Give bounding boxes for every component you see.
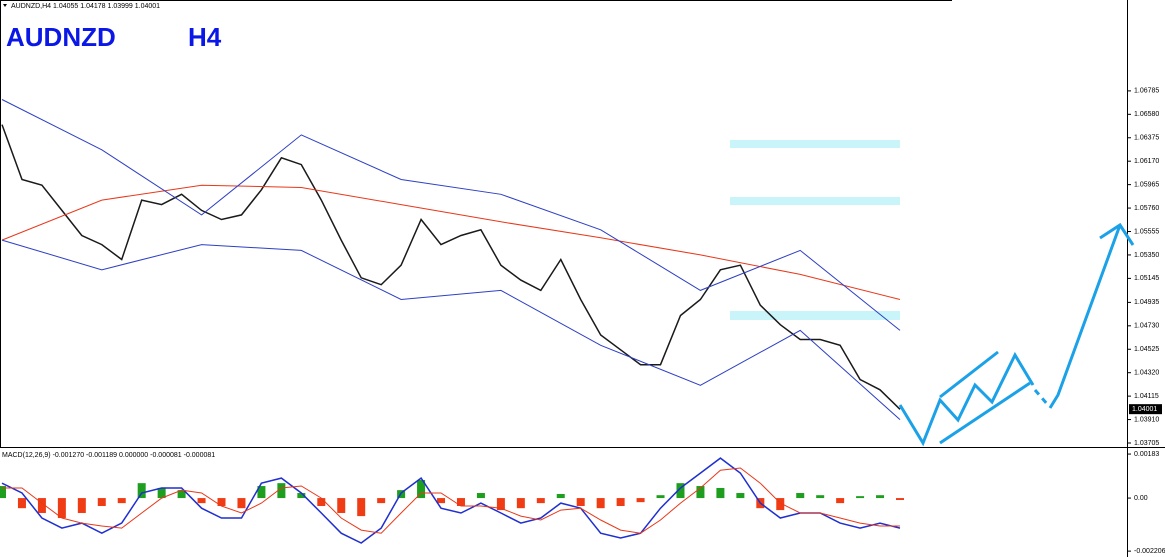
y-tick-label: 0.00183 <box>1134 451 1159 458</box>
y-tick-label: 1.06580 <box>1134 111 1159 118</box>
histogram-bar <box>616 498 625 507</box>
histogram-bar <box>696 486 705 499</box>
y-tick-label: 1.04525 <box>1134 346 1159 353</box>
symbol: AUDNZD <box>6 22 116 52</box>
histogram-bar <box>836 498 845 504</box>
histogram-bar <box>596 498 605 509</box>
series-line <box>1 99 901 331</box>
header: AUDNZD,H4 1.04055 1.04178 1.03999 1.0400… <box>11 3 160 10</box>
histogram-bar <box>97 498 106 507</box>
histogram-bar <box>536 498 545 504</box>
histogram-bar <box>776 498 785 511</box>
y-tick-label: 1.04935 <box>1134 299 1159 306</box>
histogram-bar <box>117 498 126 504</box>
y-tick-label: 1.05760 <box>1134 205 1159 212</box>
histogram-bar <box>237 498 246 509</box>
histogram-bar <box>377 498 386 504</box>
channel-bottom <box>939 381 1031 445</box>
y-tick-label: 1.04115 <box>1134 393 1159 400</box>
histogram-bar <box>137 483 146 499</box>
menu-arrow[interactable] <box>3 4 7 7</box>
y-tick-label: 1.06785 <box>1134 88 1159 95</box>
y-tick-label: 0.00 <box>1134 495 1148 502</box>
series-line <box>1 239 901 420</box>
price-tag <box>1129 404 1162 415</box>
projection-path <box>898 351 1035 447</box>
histogram-bar <box>297 493 306 499</box>
series-line <box>1 124 901 410</box>
histogram-bar <box>876 495 885 499</box>
y-tick-label: 1.05350 <box>1134 252 1159 259</box>
histogram-bar <box>496 498 505 511</box>
histogram-bar <box>676 483 685 499</box>
histogram-bar <box>0 486 6 499</box>
y-tick-label: 1.05145 <box>1134 275 1159 282</box>
histogram-bar <box>556 493 565 499</box>
histogram-bar <box>896 498 904 500</box>
y-tick-label: 1.06375 <box>1134 135 1159 142</box>
y-tick-label: 1.06170 <box>1134 158 1159 165</box>
y-tick-label: 1.03705 <box>1134 440 1159 447</box>
y-tick-label: -0.002206 <box>1134 548 1165 555</box>
histogram-bar <box>856 496 865 499</box>
histogram-bar <box>656 495 665 499</box>
y-tick-label: 1.04320 <box>1134 370 1159 377</box>
histogram-bar <box>816 495 825 499</box>
series-line <box>1 457 901 544</box>
macd-header: MACD(12,26,9) -0.001270 -0.001189 0.0000… <box>2 452 215 459</box>
histogram-bar <box>736 493 745 499</box>
histogram-bar <box>177 490 186 499</box>
timeframe: H4 <box>188 22 222 52</box>
price-tag-label: 1.04001 <box>1132 406 1157 413</box>
y-tick-label: 1.03910 <box>1134 416 1159 423</box>
zone <box>730 140 900 148</box>
histogram-bar <box>157 487 166 499</box>
histogram-bar <box>357 498 366 517</box>
histogram-bar <box>17 498 26 509</box>
channel-top <box>939 350 999 399</box>
histogram-bar <box>337 498 346 513</box>
dashed <box>1033 389 1050 406</box>
y-tick-label: 1.04730 <box>1134 323 1159 330</box>
histogram-bar <box>576 498 585 507</box>
histogram-bar <box>57 498 66 519</box>
histogram-bar <box>716 487 725 499</box>
histogram-bar <box>257 486 266 499</box>
histogram-bar <box>516 498 525 509</box>
arrow-head <box>1099 222 1135 246</box>
y-tick-label: 1.05965 <box>1134 181 1159 188</box>
zones <box>730 140 900 320</box>
histogram-bar <box>197 498 206 504</box>
histogram-bar <box>476 493 485 499</box>
histogram-bar <box>77 498 86 513</box>
zone <box>730 311 900 320</box>
y-tick-label: 1.05555 <box>1134 228 1159 235</box>
zone <box>730 197 900 205</box>
histogram-bar <box>217 498 226 507</box>
series-line <box>2 467 900 534</box>
histogram-bar <box>277 483 286 499</box>
series-line <box>1 184 901 300</box>
histogram-bar <box>417 480 426 499</box>
histogram-bar <box>456 498 465 507</box>
histogram-bar <box>636 498 645 503</box>
histogram-bar <box>796 493 805 499</box>
histogram-bar <box>37 498 46 513</box>
histogram-bar <box>437 498 446 504</box>
rise <box>1048 224 1122 409</box>
histogram-bar <box>317 498 326 507</box>
projection <box>898 222 1135 447</box>
